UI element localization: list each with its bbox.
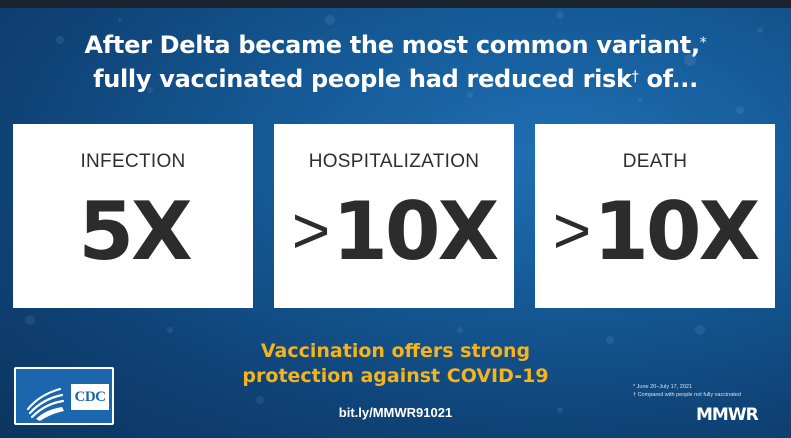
headline-line-2: fully vaccinated people had reduced risk…	[0, 62, 791, 96]
tagline-line-2: protection against COVID-19	[242, 365, 549, 387]
hospitalization-card-value: >10X	[274, 182, 514, 286]
headline-line-2-tail: of...	[638, 65, 698, 93]
footnote-dates: * June 20–July 17, 2021	[633, 384, 693, 390]
footnotes: * June 20–July 17, 2021 † Compared with …	[633, 383, 791, 399]
footnote-mark-asterisk: *	[699, 35, 707, 51]
death-card: DEATH >10X	[535, 124, 775, 308]
death-card-prefix: >	[552, 193, 592, 267]
top-bar	[0, 0, 791, 8]
headline: After Delta became the most common varia…	[0, 28, 791, 96]
footnote-comparison: † Compared with people not fully vaccina…	[633, 392, 741, 398]
headline-line-1-text: After Delta became the most common varia…	[84, 31, 701, 59]
headline-line-1: After Delta became the most common varia…	[0, 28, 791, 62]
hhs-eagle-icon	[26, 387, 65, 421]
tagline-line-1: Vaccination offers strong	[260, 340, 531, 362]
footnote-mark-dagger: †	[631, 69, 639, 85]
report-link[interactable]: bit.ly/MMWR91021	[338, 405, 453, 420]
hospitalization-card: HOSPITALIZATION >10X	[274, 124, 514, 308]
cdc-logo-text: CDC	[71, 384, 109, 410]
tagline: Vaccination offers strong protection aga…	[0, 339, 791, 389]
hospitalization-card-prefix: >	[291, 193, 331, 267]
infection-card-label: INFECTION	[80, 151, 186, 172]
mmwr-logo: MMWR	[696, 405, 759, 425]
infection-card: INFECTION 5X	[13, 124, 253, 308]
infection-card-number: 5X	[78, 185, 192, 278]
death-card-value: >10X	[535, 182, 775, 286]
headline-line-2-text: fully vaccinated people had reduced risk	[93, 65, 632, 93]
death-card-number: 10X	[593, 185, 760, 278]
infection-card-value: 5X	[13, 182, 253, 286]
cdc-logo: CDC	[14, 367, 114, 425]
hospitalization-card-label: HOSPITALIZATION	[308, 151, 480, 172]
hospitalization-card-number: 10X	[332, 185, 499, 278]
death-card-label: DEATH	[622, 151, 688, 172]
